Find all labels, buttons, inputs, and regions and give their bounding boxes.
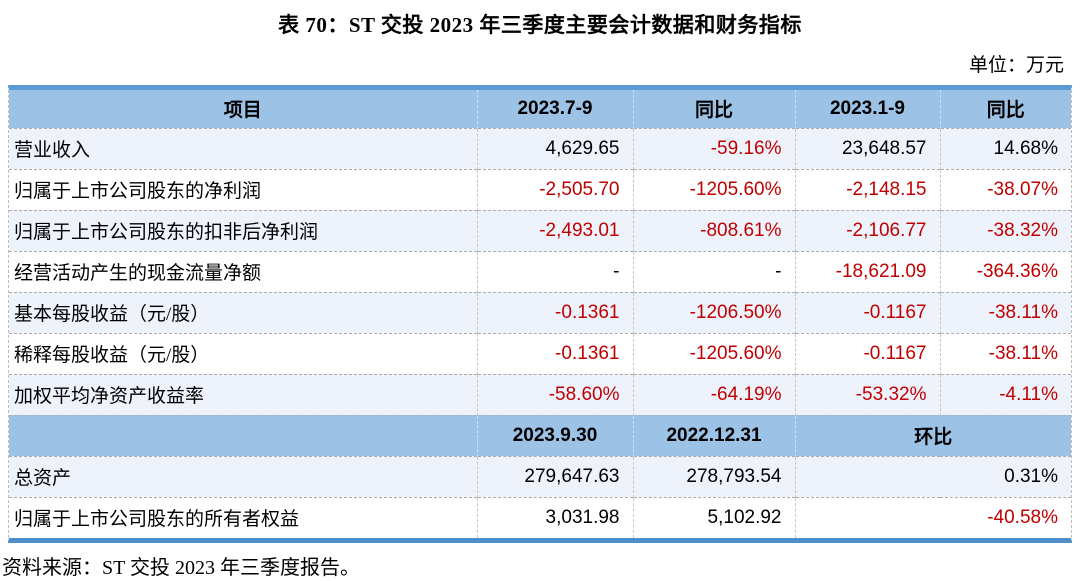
table-row: 归属于上市公司股东的所有者权益 3,031.98 5,102.92 -40.58… xyxy=(9,496,1071,538)
value-cell: 279,647.63 xyxy=(476,455,633,497)
value-cell: -18,621.09 xyxy=(794,250,940,292)
table-row: 基本每股收益（元/股） -0.1361 -1206.50% -0.1167 -3… xyxy=(9,291,1071,333)
value-cell: -364.36% xyxy=(939,250,1071,292)
value-cell: 278,793.54 xyxy=(632,455,795,497)
value-cell: 4,629.65 xyxy=(476,127,633,169)
col-header-qoq: 环比 xyxy=(794,414,1071,456)
col-header-item: 项目 xyxy=(9,90,477,128)
col-header-2023-7-9: 2023.7-9 xyxy=(476,90,633,128)
row-label: 归属于上市公司股东的所有者权益 xyxy=(9,496,477,538)
row-label: 归属于上市公司股东的净利润 xyxy=(9,168,477,210)
value-cell: -58.60% xyxy=(476,373,633,415)
value-cell: -38.32% xyxy=(939,209,1071,251)
value-cell: -1206.50% xyxy=(632,291,795,333)
table-header-row-quarter: 项目 2023.7-9 同比 2023.1-9 同比 xyxy=(9,90,1071,128)
col-header-yoy-2: 同比 xyxy=(939,90,1071,128)
row-label: 归属于上市公司股东的扣非后净利润 xyxy=(9,209,477,251)
value-cell: -0.1167 xyxy=(794,291,940,333)
value-cell: 3,031.98 xyxy=(476,496,633,538)
value-cell: -38.07% xyxy=(939,168,1071,210)
row-label: 加权平均净资产收益率 xyxy=(9,373,477,415)
table-row: 归属于上市公司股东的扣非后净利润 -2,493.01 -808.61% -2,1… xyxy=(9,209,1071,251)
value-cell: -0.1361 xyxy=(476,291,633,333)
value-cell: -59.16% xyxy=(632,127,795,169)
financial-table-container: 项目 2023.7-9 同比 2023.1-9 同比 营业收入 4,629.65… xyxy=(8,85,1072,543)
row-label: 营业收入 xyxy=(9,127,477,169)
value-cell: -0.1361 xyxy=(476,332,633,374)
value-cell: -2,106.77 xyxy=(794,209,940,251)
table-row: 营业收入 4,629.65 -59.16% 23,648.57 14.68% xyxy=(9,127,1071,169)
value-cell: -2,148.15 xyxy=(794,168,940,210)
col-header-yoy-1: 同比 xyxy=(632,90,795,128)
value-cell: - xyxy=(476,250,633,292)
value-cell: -64.19% xyxy=(632,373,795,415)
value-cell: -1205.60% xyxy=(632,168,795,210)
table-row: 归属于上市公司股东的净利润 -2,505.70 -1205.60% -2,148… xyxy=(9,168,1071,210)
row-label: 经营活动产生的现金流量净额 xyxy=(9,250,477,292)
col-header-2023-9-30: 2023.9.30 xyxy=(476,414,633,456)
row-label: 总资产 xyxy=(9,455,477,497)
unit-label: 单位：万元 xyxy=(968,55,1064,76)
col-header-2023-1-9: 2023.1-9 xyxy=(794,90,940,128)
value-cell: -1205.60% xyxy=(632,332,795,374)
value-cell: - xyxy=(632,250,795,292)
table-row: 加权平均净资产收益率 -58.60% -64.19% -53.32% -4.11… xyxy=(9,373,1071,415)
source-note: 资料来源：ST 交投 2023 年三季度报告。 xyxy=(2,557,360,579)
table-row: 总资产 279,647.63 278,793.54 0.31% xyxy=(9,455,1071,497)
table-title: 表 70：ST 交投 2023 年三季度主要会计数据和财务指标 xyxy=(278,13,802,37)
value-cell: 0.31% xyxy=(794,455,1071,497)
value-cell: 5,102.92 xyxy=(632,496,795,538)
value-cell: -2,505.70 xyxy=(476,168,633,210)
row-label: 稀释每股收益（元/股） xyxy=(9,332,477,374)
value-cell: -38.11% xyxy=(939,291,1071,333)
value-cell: -0.1167 xyxy=(794,332,940,374)
row-label: 基本每股收益（元/股） xyxy=(9,291,477,333)
value-cell: -40.58% xyxy=(794,496,1071,538)
table-row: 经营活动产生的现金流量净额 - - -18,621.09 -364.36% xyxy=(9,250,1071,292)
table-header-row-balance: 2023.9.30 2022.12.31 环比 xyxy=(9,414,1071,456)
value-cell: -4.11% xyxy=(939,373,1071,415)
table-row: 稀释每股收益（元/股） -0.1361 -1205.60% -0.1167 -3… xyxy=(9,332,1071,374)
col-header-empty xyxy=(9,414,477,456)
value-cell: -808.61% xyxy=(632,209,795,251)
value-cell: -2,493.01 xyxy=(476,209,633,251)
value-cell: -53.32% xyxy=(794,373,940,415)
financial-table: 项目 2023.7-9 同比 2023.1-9 同比 营业收入 4,629.65… xyxy=(9,90,1071,538)
value-cell: 23,648.57 xyxy=(794,127,940,169)
value-cell: -38.11% xyxy=(939,332,1071,374)
value-cell: 14.68% xyxy=(939,127,1071,169)
col-header-2022-12-31: 2022.12.31 xyxy=(632,414,795,456)
